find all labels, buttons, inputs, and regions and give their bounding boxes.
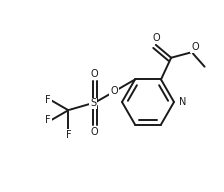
Text: O: O [91,70,98,79]
Text: F: F [45,95,51,105]
Text: F: F [45,115,51,125]
Text: S: S [90,98,97,108]
Text: O: O [110,86,118,97]
Text: N: N [179,97,187,107]
Text: O: O [152,33,160,43]
Text: O: O [91,127,98,137]
Text: F: F [65,130,71,140]
Text: O: O [192,41,199,52]
